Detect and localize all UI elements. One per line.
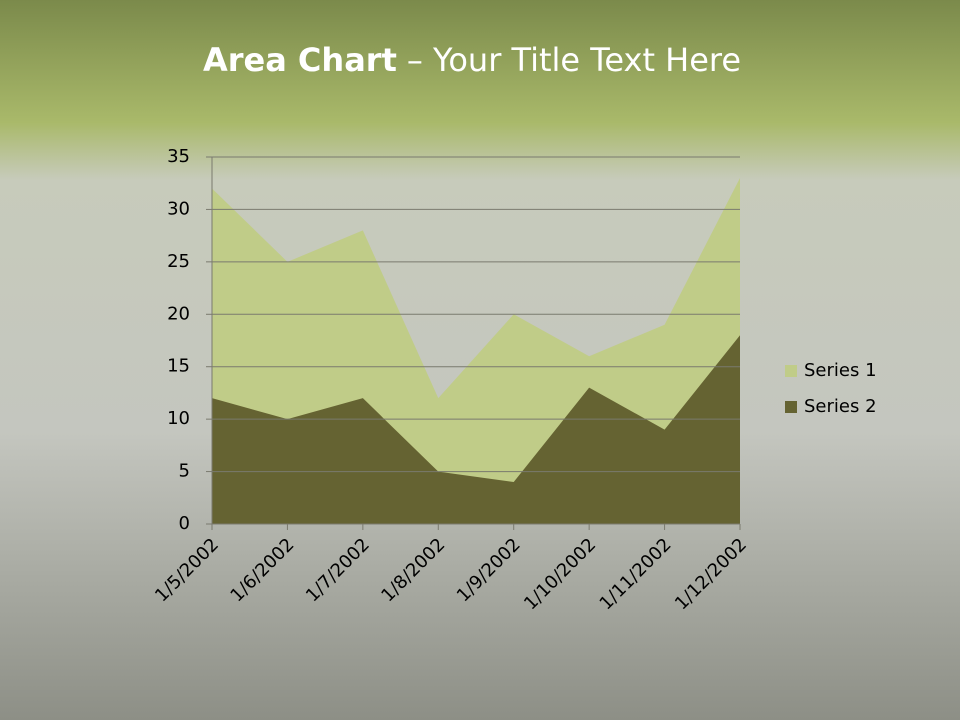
y-tick-label: 30: [167, 198, 190, 219]
legend-swatch: [785, 401, 797, 413]
y-tick-label: 5: [179, 461, 190, 482]
slide-title: Area Chart – Your Title Text Here: [203, 41, 741, 79]
legend-swatch: [785, 365, 797, 377]
title-bold: Area Chart: [203, 41, 397, 79]
y-tick-label: 15: [167, 356, 190, 377]
area: [212, 335, 740, 524]
y-tick-label: 25: [167, 251, 190, 272]
legend-label: Series 1: [804, 360, 877, 381]
y-tick-label: 10: [167, 408, 190, 429]
legend-label: Series 2: [804, 396, 877, 417]
y-tick-label: 35: [167, 146, 190, 167]
y-tick-label: 20: [167, 303, 190, 324]
y-tick-label: 0: [179, 513, 190, 534]
title-rest: – Your Title Text Here: [407, 41, 741, 79]
